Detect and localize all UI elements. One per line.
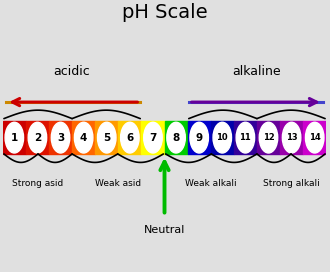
Circle shape (306, 122, 324, 153)
Circle shape (120, 122, 139, 153)
Bar (303, 121, 326, 154)
Bar (211, 121, 234, 154)
Circle shape (28, 122, 47, 153)
Text: 10: 10 (216, 133, 228, 142)
Bar (95, 121, 118, 154)
Bar (142, 121, 165, 154)
Circle shape (5, 122, 23, 153)
Bar (280, 121, 303, 154)
Text: 12: 12 (263, 133, 274, 142)
Text: Neutral: Neutral (144, 225, 185, 235)
Circle shape (144, 122, 162, 153)
Bar (188, 121, 211, 154)
Text: 1: 1 (11, 133, 18, 143)
Text: 5: 5 (103, 133, 110, 143)
Text: 9: 9 (196, 133, 203, 143)
Circle shape (236, 122, 255, 153)
Circle shape (167, 122, 185, 153)
Text: Weak alkali: Weak alkali (185, 179, 237, 188)
Text: 6: 6 (126, 133, 133, 143)
Bar (26, 121, 49, 154)
Circle shape (74, 122, 93, 153)
Text: 7: 7 (149, 133, 157, 143)
Bar (257, 121, 280, 154)
Text: Strong alkali: Strong alkali (263, 179, 320, 188)
Text: 4: 4 (80, 133, 87, 143)
Text: 8: 8 (173, 133, 180, 143)
Bar (3, 121, 26, 154)
Bar (234, 121, 257, 154)
Text: acidic: acidic (54, 65, 90, 78)
Bar (49, 121, 72, 154)
Circle shape (282, 122, 301, 153)
Bar (118, 121, 142, 154)
Text: Strong asid: Strong asid (12, 179, 63, 188)
Circle shape (51, 122, 70, 153)
Circle shape (259, 122, 278, 153)
Text: 13: 13 (286, 133, 297, 142)
Circle shape (97, 122, 116, 153)
Title: pH Scale: pH Scale (122, 3, 207, 22)
Bar (165, 121, 188, 154)
Circle shape (190, 122, 209, 153)
Text: 3: 3 (57, 133, 64, 143)
Bar (72, 121, 95, 154)
Text: alkaline: alkaline (233, 65, 281, 78)
Text: 14: 14 (309, 133, 320, 142)
Text: 11: 11 (240, 133, 251, 142)
Text: 2: 2 (34, 133, 41, 143)
Circle shape (213, 122, 232, 153)
Text: Weak asid: Weak asid (95, 179, 141, 188)
